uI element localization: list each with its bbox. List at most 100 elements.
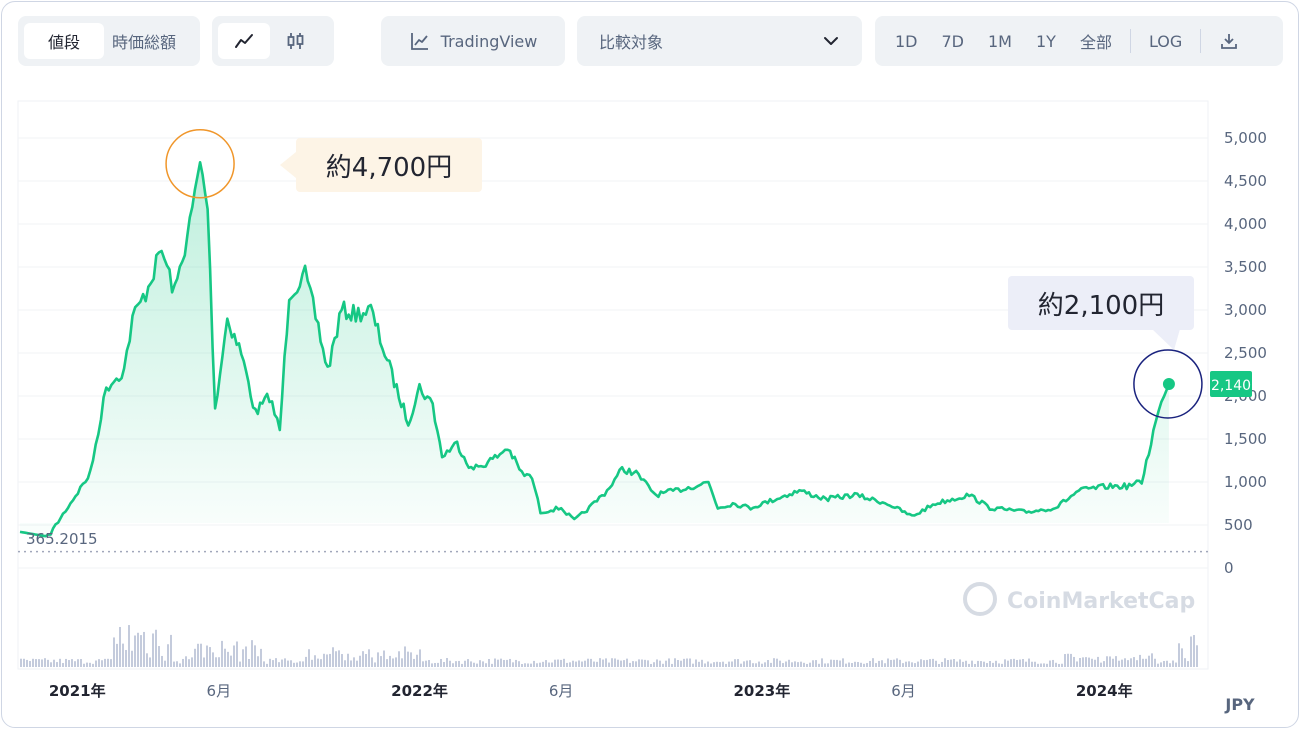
volume-bar	[530, 663, 532, 667]
volume-bar	[566, 662, 568, 667]
currency-label: JPY	[1224, 695, 1255, 714]
volume-bar	[998, 663, 1000, 667]
volume-bar	[1154, 658, 1156, 667]
range-all[interactable]: 全部	[1079, 33, 1112, 52]
volume-bar	[65, 658, 67, 667]
tradingview-chart-icon	[410, 33, 428, 50]
volume-bar	[1088, 657, 1090, 667]
volume-bar	[176, 661, 178, 667]
volume-bar	[230, 655, 232, 667]
download-icon[interactable]	[1207, 23, 1251, 59]
volume-bar	[533, 660, 535, 667]
volume-bar	[596, 661, 598, 667]
volume-bar	[725, 663, 727, 667]
x-tick-label: 6月	[207, 682, 232, 700]
range-1m[interactable]: 1M	[988, 31, 1012, 51]
volume-bar	[611, 658, 613, 667]
volume-bar	[290, 660, 292, 667]
volume-bar	[146, 653, 148, 667]
volume-bar	[215, 657, 217, 667]
volume-bar	[386, 659, 388, 667]
compare-dropdown[interactable]: 比較対象	[577, 16, 862, 66]
y-tick-label: 4,500	[1224, 172, 1267, 190]
volume-bar	[527, 663, 529, 667]
volume-bar	[866, 663, 868, 667]
volume-bar	[233, 645, 235, 667]
volume-bar	[803, 662, 805, 667]
volume-bar	[26, 659, 28, 667]
toolbar: 値段 時価総額 TradingView 比	[2, 16, 1298, 66]
tab-price[interactable]: 値段	[24, 23, 104, 59]
volume-bar	[950, 659, 952, 667]
tab-market-cap[interactable]: 時価総額	[111, 33, 176, 52]
volume-bar	[284, 658, 286, 667]
volume-bar	[719, 662, 721, 667]
volume-bar	[542, 661, 544, 667]
volume-bar	[614, 658, 616, 667]
volume-bar	[116, 643, 118, 667]
volume-bar	[404, 646, 406, 667]
volume-bar	[1190, 636, 1192, 667]
volume-bar	[68, 660, 70, 667]
volume-bar	[374, 662, 376, 667]
volume-bar	[965, 660, 967, 667]
volume-bar	[92, 663, 94, 667]
volume-bar	[476, 663, 478, 667]
volume-bar	[1049, 660, 1051, 667]
volume-bar	[1052, 659, 1054, 667]
volume-bar	[440, 658, 442, 667]
volume-bar	[149, 657, 151, 667]
volume-bar	[509, 658, 511, 667]
y-tick-label: 500	[1224, 516, 1253, 534]
volume-bar	[1142, 658, 1144, 667]
volume-bar	[383, 650, 385, 667]
volume-bar	[458, 660, 460, 667]
volume-bar	[197, 643, 199, 667]
volume-bar	[320, 659, 322, 667]
x-tick-label: 2022年	[391, 682, 448, 700]
volume-bar	[716, 661, 718, 667]
x-tick-label: 6月	[549, 682, 574, 700]
volume-bar	[722, 661, 724, 667]
volume-bar	[743, 661, 745, 667]
range-1d[interactable]: 1D	[895, 31, 918, 51]
volume-bar	[209, 647, 211, 667]
volume-bar	[698, 661, 700, 667]
range-1y[interactable]: 1Y	[1035, 31, 1056, 51]
volume-bar	[782, 663, 784, 667]
candlestick-icon[interactable]	[270, 23, 322, 59]
volume-bar	[56, 662, 58, 667]
line-chart-icon[interactable]	[218, 23, 270, 59]
volume-bar	[917, 661, 919, 667]
volume-bar	[467, 659, 469, 667]
tradingview-button[interactable]: TradingView	[381, 16, 565, 66]
volume-bar	[800, 661, 802, 667]
volume-bar	[770, 662, 772, 667]
volume-bar	[89, 662, 91, 667]
volume-bar	[872, 658, 874, 667]
volume-bar	[1187, 661, 1189, 667]
volume-bar	[1046, 663, 1048, 667]
volume-bar	[821, 658, 823, 667]
range-7d[interactable]: 7D	[941, 31, 965, 51]
volume-bar	[818, 663, 820, 667]
volume-bar	[308, 649, 310, 667]
compare-label: 比較対象	[599, 33, 664, 52]
volume-bar	[269, 658, 271, 667]
volume-bar	[1175, 662, 1177, 667]
log-toggle[interactable]: LOG	[1148, 31, 1183, 51]
volume-bar	[44, 658, 46, 667]
y-tick-label: 3,000	[1224, 301, 1267, 319]
volume-bar	[1109, 656, 1111, 667]
volume-bar	[929, 659, 931, 667]
baseline-label: 365.2015	[26, 530, 98, 548]
volume-bar	[680, 660, 682, 667]
current-price-badge	[1210, 371, 1252, 397]
volume-bar	[935, 660, 937, 667]
volume-bar	[278, 662, 280, 667]
volume-bar	[674, 658, 676, 667]
volume-bar	[311, 659, 313, 667]
x-tick-label: 2024年	[1076, 682, 1133, 700]
volume-bar	[1097, 656, 1099, 667]
